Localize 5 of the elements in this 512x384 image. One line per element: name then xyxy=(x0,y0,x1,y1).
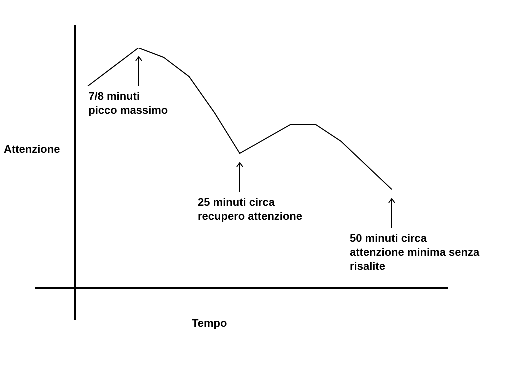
annotation: 50 minuti circa attenzione minima senza risalite xyxy=(350,232,480,274)
y-axis-title: Attenzione xyxy=(4,143,60,157)
x-axis-title: Tempo xyxy=(192,317,228,331)
annotation: 25 minuti circa recupero attenzione xyxy=(198,196,303,224)
annotation: 7/8 minuti picco massimo xyxy=(88,90,168,118)
